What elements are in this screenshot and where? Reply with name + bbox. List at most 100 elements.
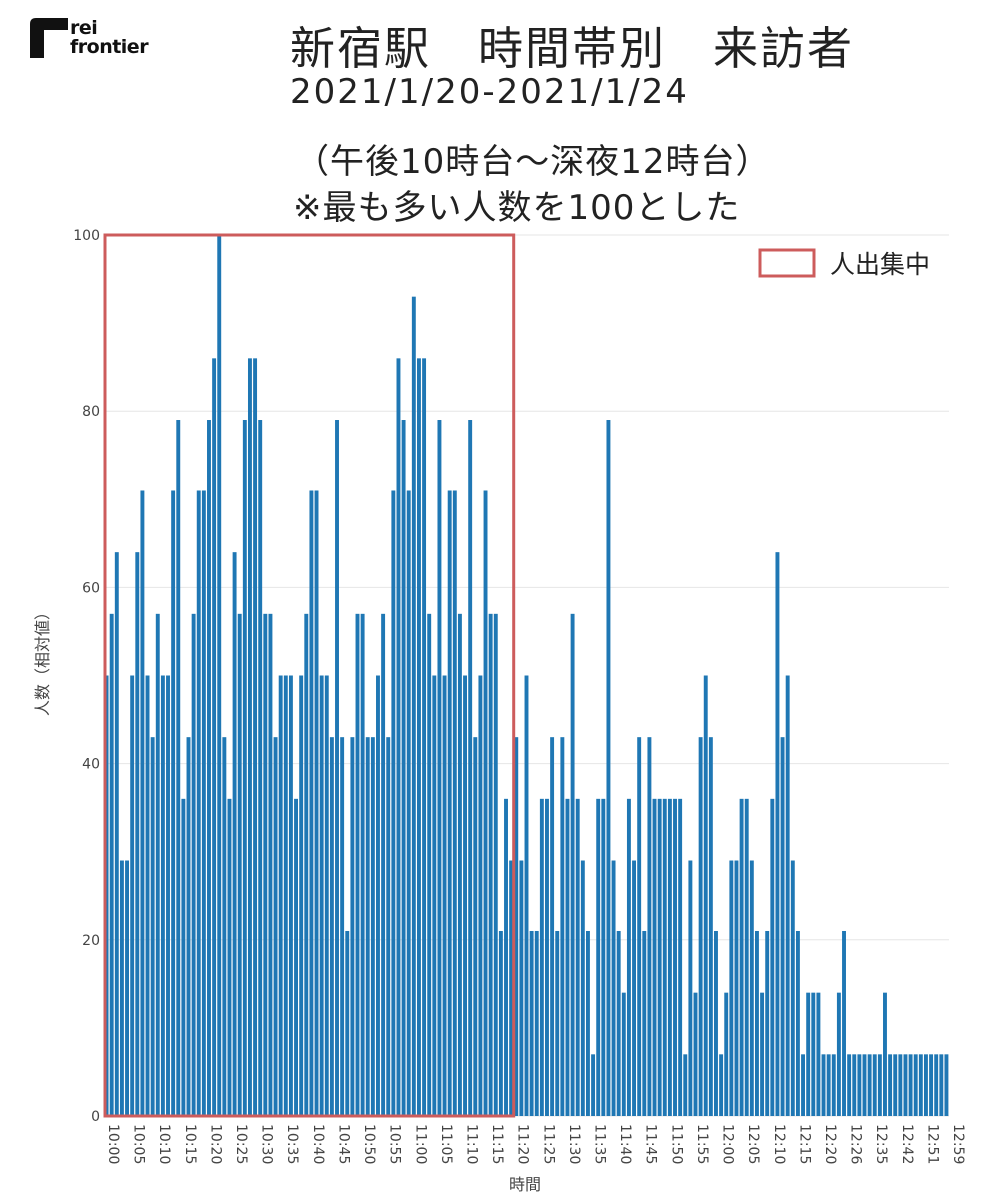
bar bbox=[401, 420, 406, 1116]
bar bbox=[340, 737, 345, 1116]
bar bbox=[678, 798, 683, 1116]
bar bbox=[493, 613, 498, 1116]
bar bbox=[473, 737, 478, 1116]
brand-logo: rei frontier bbox=[30, 18, 149, 58]
bar bbox=[923, 1054, 928, 1116]
y-tick-label: 100 bbox=[73, 228, 100, 244]
bar bbox=[258, 420, 263, 1116]
bar bbox=[893, 1054, 898, 1116]
bar bbox=[432, 675, 437, 1116]
y-axis-label: 人数（相対値） bbox=[33, 604, 52, 716]
bar bbox=[693, 992, 698, 1116]
bar bbox=[898, 1054, 903, 1116]
bar bbox=[478, 675, 483, 1116]
bar bbox=[903, 1054, 908, 1116]
y-tick-label: 60 bbox=[82, 580, 100, 596]
y-axis-ticks: 0 20 40 60 80 100 bbox=[73, 228, 100, 1125]
bar bbox=[463, 675, 467, 1116]
bar bbox=[918, 1054, 923, 1116]
bar bbox=[247, 358, 252, 1117]
x-tick-label: 11:20 bbox=[515, 1124, 531, 1164]
bar bbox=[299, 675, 304, 1116]
bar bbox=[427, 613, 432, 1116]
highlight-box bbox=[103, 233, 516, 1118]
bar bbox=[647, 737, 652, 1116]
bar bbox=[191, 613, 196, 1116]
x-tick-label: 12:26 bbox=[848, 1124, 864, 1164]
y-tick-label: 40 bbox=[82, 757, 100, 773]
bar bbox=[396, 358, 401, 1117]
bar bbox=[539, 798, 544, 1116]
bar bbox=[114, 552, 119, 1116]
bar bbox=[734, 860, 739, 1116]
chart-note-timeframe: （午後10時台～深夜12時台） bbox=[295, 142, 771, 182]
x-tick-label: 11:25 bbox=[540, 1124, 556, 1164]
bar bbox=[109, 613, 114, 1116]
y-tick-label: 0 bbox=[91, 1109, 100, 1125]
bar bbox=[309, 490, 314, 1116]
bar bbox=[237, 613, 242, 1116]
bar bbox=[555, 930, 560, 1116]
x-tick-label: 12:51 bbox=[924, 1124, 940, 1164]
bar bbox=[601, 798, 606, 1116]
bar bbox=[714, 930, 718, 1116]
x-tick-label: 11:05 bbox=[438, 1124, 454, 1164]
x-tick-label: 11:40 bbox=[617, 1124, 633, 1164]
bar bbox=[836, 992, 841, 1116]
logo-text: rei frontier bbox=[70, 19, 149, 58]
bar bbox=[852, 1054, 857, 1116]
bar bbox=[806, 992, 811, 1116]
bar bbox=[442, 675, 447, 1116]
bar bbox=[186, 737, 191, 1116]
bar bbox=[422, 358, 427, 1117]
bar bbox=[867, 1054, 872, 1116]
legend-swatch bbox=[758, 248, 816, 278]
bar bbox=[580, 860, 585, 1116]
bar bbox=[570, 613, 575, 1116]
bar bbox=[391, 490, 396, 1116]
bar bbox=[242, 420, 247, 1116]
legend: 人出集中 bbox=[758, 248, 930, 279]
bar bbox=[483, 490, 488, 1116]
bar bbox=[386, 737, 391, 1116]
bar bbox=[780, 737, 785, 1116]
bar bbox=[842, 930, 846, 1116]
bar bbox=[268, 613, 273, 1116]
bar bbox=[524, 675, 529, 1116]
bar bbox=[642, 930, 647, 1116]
bar bbox=[171, 490, 176, 1116]
bar bbox=[452, 490, 457, 1116]
x-tick-label: 10:30 bbox=[259, 1124, 275, 1164]
bar bbox=[637, 737, 642, 1116]
x-axis-ticks: 10:00 10:05 10:10 10:15 10:20 10:25 10:30 10:35… bbox=[105, 1124, 966, 1164]
bar bbox=[294, 798, 298, 1116]
bar bbox=[283, 675, 288, 1116]
bar bbox=[222, 737, 227, 1116]
bar bbox=[329, 737, 334, 1116]
bar bbox=[253, 358, 258, 1117]
bar bbox=[125, 860, 129, 1116]
bar bbox=[365, 737, 370, 1116]
bar bbox=[155, 613, 160, 1116]
bar bbox=[345, 930, 350, 1116]
logo-line2: frontier bbox=[70, 36, 149, 58]
bar bbox=[519, 860, 524, 1116]
chart-subtitle: 2021/1/20-2021/1/24 bbox=[290, 72, 689, 112]
bar bbox=[888, 1054, 893, 1116]
bar bbox=[140, 490, 145, 1116]
bar bbox=[273, 737, 278, 1116]
bar bbox=[437, 420, 442, 1116]
bar bbox=[811, 992, 816, 1116]
bar bbox=[703, 675, 708, 1116]
bar bbox=[760, 992, 765, 1116]
bar bbox=[944, 1054, 949, 1116]
bar bbox=[514, 737, 519, 1116]
bar bbox=[560, 737, 565, 1116]
x-tick-label: 12:35 bbox=[873, 1124, 889, 1164]
bar bbox=[831, 1054, 836, 1116]
x-axis-label: 時間 bbox=[509, 1175, 541, 1194]
bar bbox=[504, 798, 508, 1116]
x-tick-label: 11:00 bbox=[412, 1124, 428, 1164]
bar bbox=[739, 798, 744, 1116]
bar bbox=[468, 420, 473, 1116]
